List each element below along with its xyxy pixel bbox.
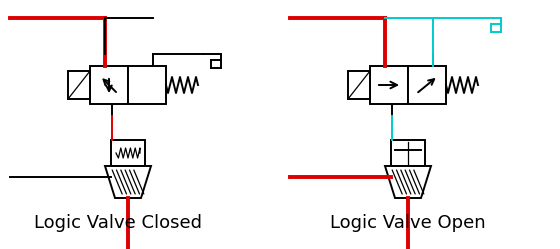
Bar xyxy=(128,66,166,104)
Bar xyxy=(348,71,370,99)
Polygon shape xyxy=(105,166,151,198)
Bar xyxy=(391,140,425,166)
Text: Logic Valve Open: Logic Valve Open xyxy=(330,214,486,232)
Bar xyxy=(111,140,145,166)
Text: Logic Valve Closed: Logic Valve Closed xyxy=(34,214,202,232)
Bar xyxy=(408,66,446,104)
Bar xyxy=(68,71,90,99)
Bar xyxy=(370,66,408,104)
Bar xyxy=(90,66,128,104)
Polygon shape xyxy=(385,166,431,198)
